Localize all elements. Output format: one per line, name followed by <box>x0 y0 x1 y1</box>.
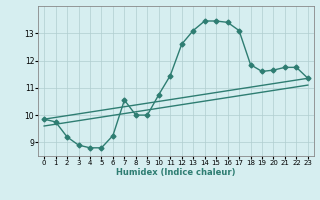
X-axis label: Humidex (Indice chaleur): Humidex (Indice chaleur) <box>116 168 236 177</box>
